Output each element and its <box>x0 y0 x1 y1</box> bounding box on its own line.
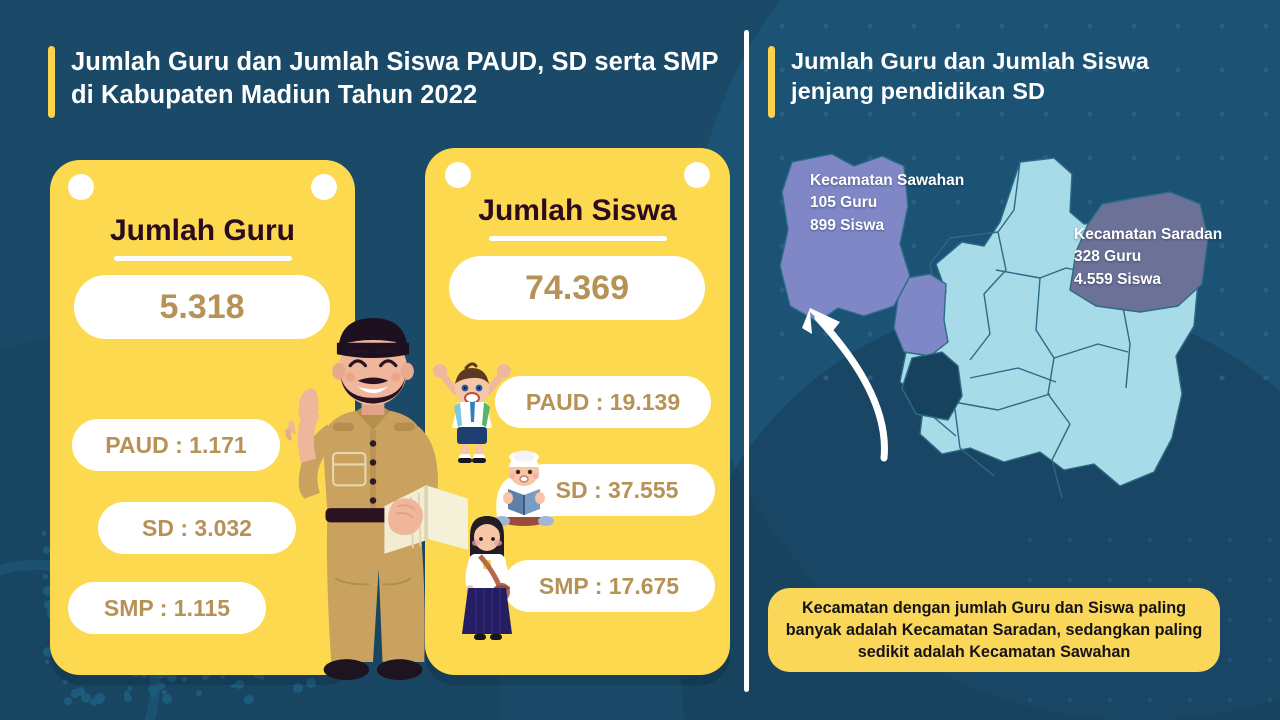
saradan-students: 4.559 Siswa <box>1074 270 1162 288</box>
card-punch-hole-left <box>445 162 471 188</box>
title-accent-bar <box>768 46 775 118</box>
kabupaten-madiun-map: Kecamatan Sawahan 105 Guru 899 Siswa Kec… <box>758 150 1258 570</box>
right-panel-title: Jumlah Guru dan Jumlah Siswa jenjang pen… <box>768 46 1228 118</box>
teacher-illustration <box>285 318 468 681</box>
siswa-smp-value: SMP : 17.675 <box>503 560 715 612</box>
map-caption: Kecamatan dengan jumlah Guru dan Siswa p… <box>768 588 1220 672</box>
saradan-district-name: Kecamatan Saradan <box>1074 226 1223 243</box>
right-title-text: Jumlah Guru dan Jumlah Siswa jenjang pen… <box>791 48 1149 105</box>
sawahan-district-name: Kecamatan Sawahan <box>810 172 965 189</box>
siswa-paud-value: PAUD : 19.139 <box>495 376 711 428</box>
student-cheering-illustration <box>433 362 511 463</box>
card-guru-heading: Jumlah Guru <box>109 214 296 247</box>
map-district-sawahan-small <box>893 273 949 357</box>
vertical-divider <box>744 30 749 692</box>
siswa-total-value: 74.369 <box>449 256 705 320</box>
title-accent-bar <box>48 46 55 118</box>
guru-total-value: 5.318 <box>74 275 330 339</box>
left-title-text: Jumlah Guru dan Jumlah Siswa PAUD, SD se… <box>71 48 719 109</box>
map-svg <box>779 153 1209 499</box>
card-punch-hole-left <box>68 174 94 200</box>
map-district-dark <box>901 351 963 421</box>
sawahan-teachers: 105 Guru <box>810 194 878 212</box>
sawahan-students: 899 Siswa <box>810 216 885 234</box>
card-jumlah-guru: Jumlah Guru 5.318 PAUD : 1.171 SD : 3.03… <box>50 160 355 675</box>
map-district-saradan <box>1069 191 1209 313</box>
guru-sd-value: SD : 3.032 <box>98 502 296 554</box>
map-label-saradan: Kecamatan Saradan 328 Guru 4.559 Siswa <box>1074 224 1222 291</box>
student-girl-illustration <box>462 516 512 640</box>
guru-paud-value: PAUD : 1.171 <box>72 419 280 471</box>
map-label-sawahan: Kecamatan Sawahan 105 Guru 899 Siswa <box>810 170 964 237</box>
card-siswa-heading: Jumlah Siswa <box>478 194 677 227</box>
card-punch-hole-right <box>684 162 710 188</box>
card-punch-hole-right <box>311 174 337 200</box>
student-reading-illustration <box>494 450 554 526</box>
map-arrow-head <box>802 308 840 334</box>
guru-smp-value: SMP : 1.115 <box>68 582 266 634</box>
map-callout-sawahan <box>779 153 911 323</box>
card-heading-rule <box>488 236 667 241</box>
saradan-teachers: 328 Guru <box>1074 248 1142 266</box>
card-heading-rule <box>113 256 292 261</box>
map-callout-arrow <box>814 314 888 462</box>
left-panel-title: Jumlah Guru dan Jumlah Siswa PAUD, SD se… <box>48 46 728 118</box>
